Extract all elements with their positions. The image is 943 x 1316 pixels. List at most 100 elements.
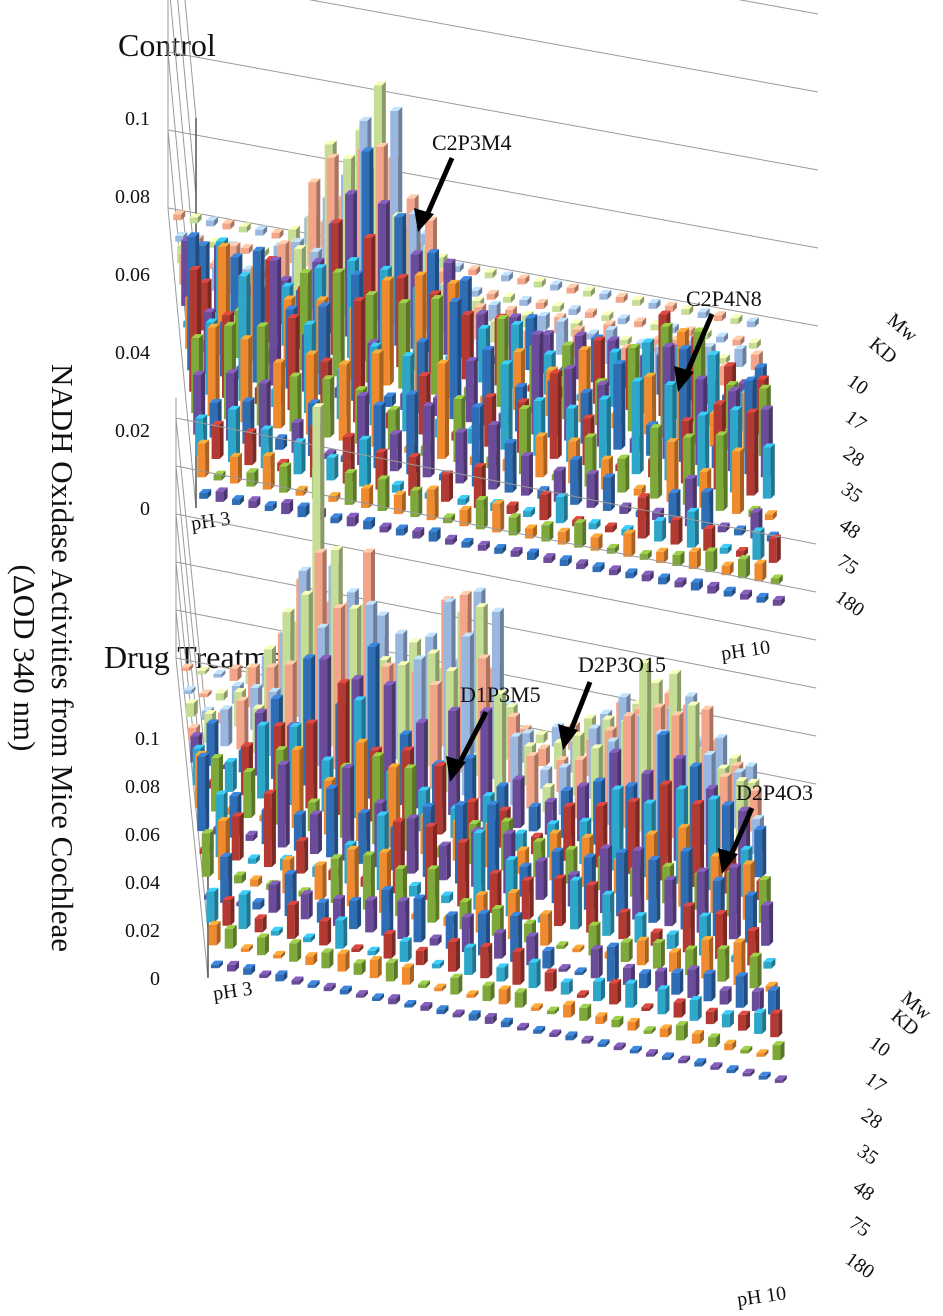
bar <box>701 936 714 979</box>
gridline-back <box>167 129 819 249</box>
bar <box>338 360 351 441</box>
bar <box>256 933 269 956</box>
bar <box>565 1031 578 1041</box>
bar <box>519 295 532 306</box>
bar <box>434 762 447 835</box>
bar <box>666 930 679 949</box>
bar <box>514 988 527 1008</box>
bar <box>480 942 493 979</box>
bar <box>774 1075 787 1083</box>
bar <box>332 268 345 377</box>
bar <box>358 809 371 864</box>
bar <box>383 929 396 959</box>
bar <box>521 876 534 920</box>
drug-y-ticks: 0 0.02 0.04 0.06 0.08 0.1 <box>125 728 160 990</box>
bar <box>418 980 431 988</box>
bar <box>728 863 741 940</box>
bar <box>637 493 650 539</box>
bar <box>671 968 684 995</box>
bar <box>719 986 732 1005</box>
depth-tick-label: 180 <box>841 1248 878 1283</box>
bar <box>257 721 270 799</box>
bar <box>427 865 440 923</box>
bar <box>740 1045 753 1054</box>
bar <box>544 968 557 992</box>
bar <box>708 1033 721 1047</box>
bar <box>199 488 212 499</box>
y-axis-label-line1: NADH Oxidase Activities from Mice Cochle… <box>45 364 80 952</box>
bar <box>408 453 421 496</box>
bar <box>767 986 780 1015</box>
gridline-side <box>175 417 209 739</box>
bar <box>662 1052 675 1060</box>
bar <box>197 666 210 675</box>
bar <box>768 534 781 563</box>
bar <box>391 480 404 493</box>
bar <box>441 470 454 502</box>
bar <box>689 995 702 1021</box>
bar <box>504 439 517 493</box>
control-y-ticks: 0 0.02 0.04 0.06 0.08 0.1 <box>115 108 150 520</box>
bar <box>222 896 235 926</box>
bar <box>668 948 681 972</box>
bar <box>652 939 665 969</box>
bar <box>379 522 392 533</box>
bar <box>590 533 603 551</box>
bar <box>597 1039 610 1047</box>
bar <box>664 302 677 312</box>
bar <box>393 490 406 515</box>
bar <box>586 470 599 508</box>
y-tick-label: 0.02 <box>125 920 160 942</box>
bar <box>540 766 553 789</box>
bar <box>726 1065 739 1074</box>
bar <box>535 432 548 478</box>
bar <box>678 1055 691 1064</box>
bar <box>694 1058 707 1067</box>
y-tick-label: 0.04 <box>115 342 150 364</box>
bar <box>213 670 226 678</box>
bar <box>381 886 394 936</box>
bar <box>512 947 525 985</box>
callout-c2p3m4-label: C2P3M4 <box>432 130 511 155</box>
bar <box>496 963 509 982</box>
bar <box>710 1062 723 1070</box>
bar <box>477 540 490 551</box>
bar <box>514 829 527 851</box>
bar <box>498 985 511 1005</box>
bar <box>602 473 615 511</box>
bar <box>730 314 743 325</box>
bar <box>658 573 671 585</box>
bar <box>246 468 259 487</box>
bar <box>268 880 281 913</box>
bar <box>738 555 751 579</box>
bar <box>279 462 292 493</box>
bar <box>238 890 251 930</box>
bar <box>293 438 306 475</box>
bar <box>590 945 603 979</box>
bar <box>309 810 322 855</box>
callout-d2p4o3: D2P4O3 <box>718 780 813 874</box>
y-tick-label: 0.08 <box>125 776 160 798</box>
bar <box>686 507 699 548</box>
bar <box>560 978 573 995</box>
bar <box>703 969 716 1002</box>
bar <box>654 517 667 542</box>
bar <box>363 517 376 530</box>
depth-tick-label: 10 <box>865 1032 894 1061</box>
bar <box>326 453 339 481</box>
gridline-side <box>169 0 197 275</box>
gridline-back <box>167 51 819 171</box>
callout-d1p3m5: D1P3M5 <box>446 682 541 782</box>
bar <box>220 705 233 747</box>
bar <box>339 985 352 995</box>
bar <box>754 559 767 582</box>
bar <box>210 960 223 969</box>
bar <box>412 527 425 539</box>
bar <box>326 784 339 858</box>
bar <box>666 438 679 502</box>
bar <box>273 950 286 959</box>
bar <box>383 392 396 407</box>
bar <box>723 586 736 597</box>
callout-c2p3m4: C2P3M4 <box>414 130 511 232</box>
callout-c2p4n8-label: C2P4N8 <box>686 286 762 311</box>
